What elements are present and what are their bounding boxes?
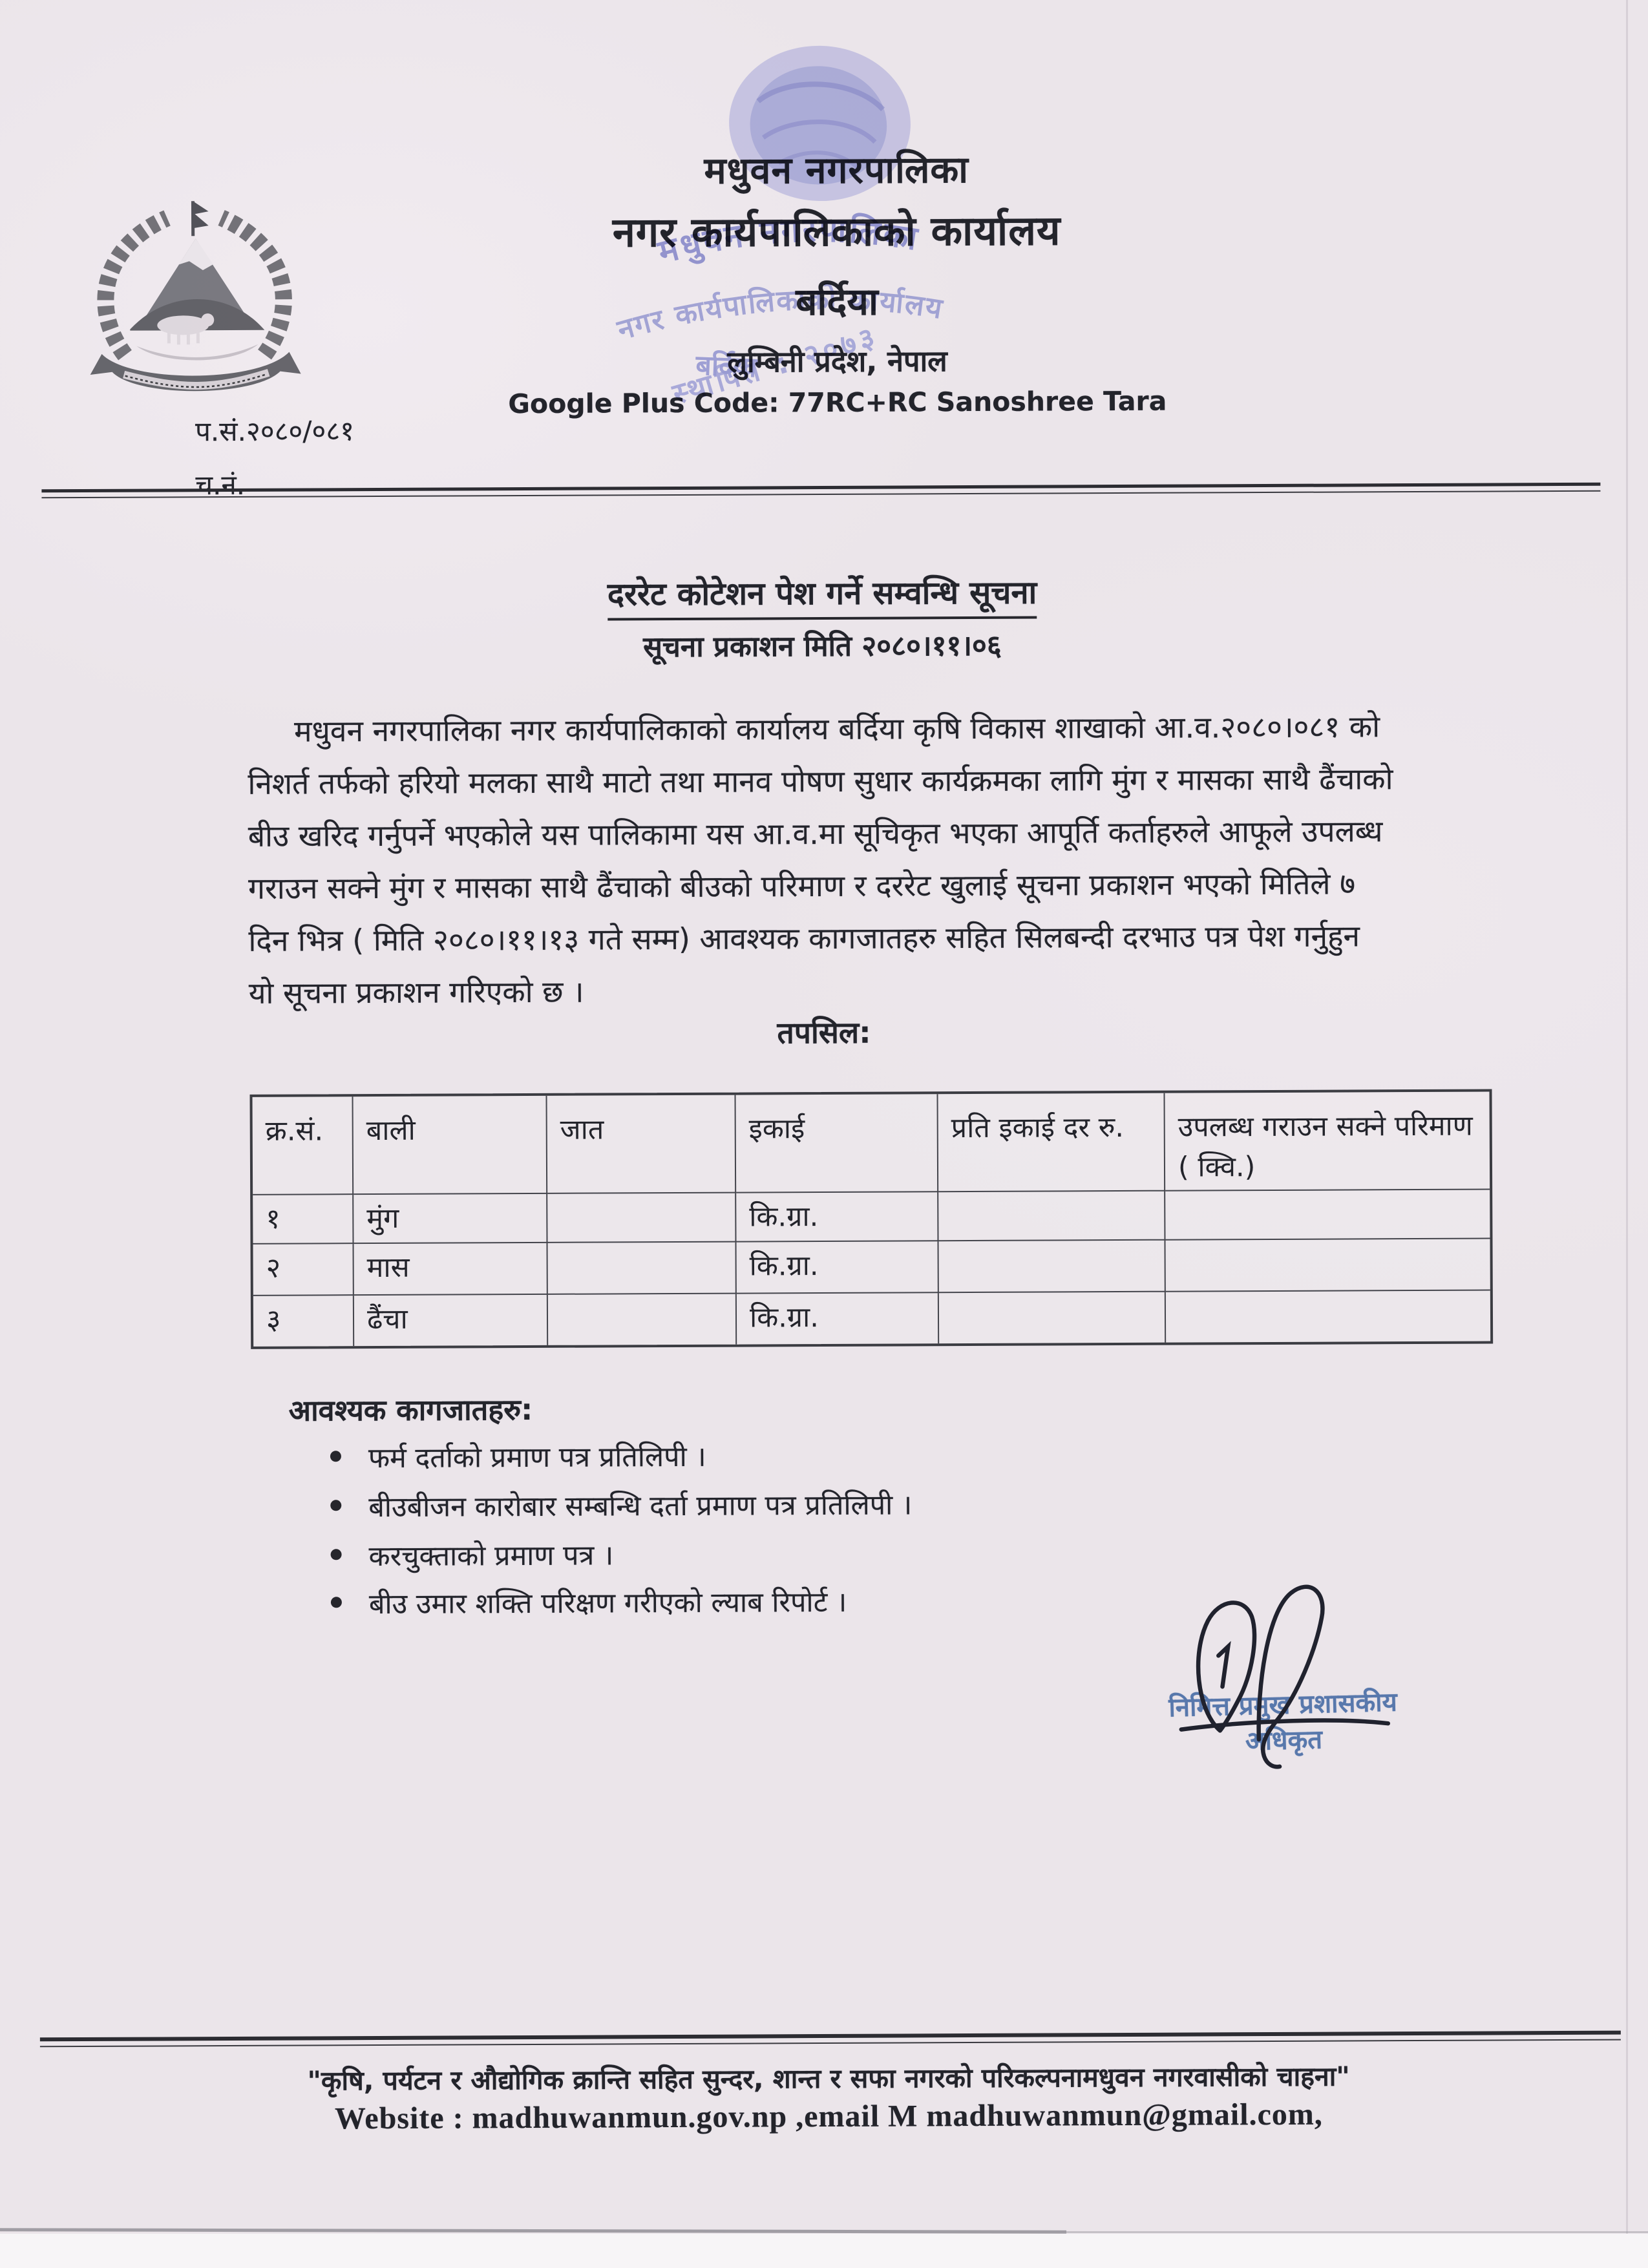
body-line: निशर्त तर्फको हरियो मलका साथै माटो तथा म… <box>248 761 1393 801</box>
list-item-text: बीउ उमार शक्ति परिक्षण गरीएको ल्याब रिपो… <box>368 1586 847 1621</box>
col-header-crop: बाली <box>353 1095 548 1195</box>
list-item-text: फर्म दर्ताको प्रमाण पत्र प्रतिलिपी । <box>368 1440 706 1475</box>
rate-quotation-table: क्र.सं. बाली जात इकाई प्रति इकाई दर रु. … <box>249 1089 1494 1349</box>
col-header-rate: प्रति इकाई दर रु. <box>938 1093 1166 1193</box>
svg-text:मधुवन नगरपालिका: मधुवन नगरपालिका <box>652 204 923 282</box>
body-line: दिन भित्र ( मिति २०८०।११।१३ गते सम्म) आव… <box>248 918 1360 958</box>
table-cell: ३ <box>253 1296 355 1347</box>
bullet-dot-icon <box>330 1451 341 1462</box>
office-round-stamp: मधुवन नगरपालिका नगर कार्यपालिकाको कार्या… <box>611 30 1000 432</box>
col-header-quantity: उपलब्ध गराउन सक्ने परिमाण ( क्वि.) <box>1165 1091 1490 1192</box>
table-cell <box>547 1294 737 1345</box>
table-cell: मुंग <box>354 1193 548 1244</box>
table-cell <box>938 1240 1166 1294</box>
footer-slogan: "कृषि, पर्यटन र औद्योगिक क्रान्ति सहित स… <box>307 2061 1350 2097</box>
table-cell: कि.ग्रा. <box>736 1293 940 1345</box>
scan-bottom-strip <box>0 2234 1648 2268</box>
bullet-dot-icon <box>330 1597 342 1608</box>
table-cell <box>938 1292 1167 1344</box>
table-cell <box>1165 1190 1490 1241</box>
scan-edge-bottom-faint <box>1066 2231 1648 2233</box>
nepal-emblem-logo <box>84 188 304 402</box>
signature-ink <box>1163 1573 1435 1774</box>
body-line: मधुवन नगरपालिका नगर कार्यपालिकाको कार्या… <box>293 709 1380 749</box>
col-header-variety: जात <box>547 1095 737 1194</box>
table-cell: मास <box>354 1243 548 1296</box>
nepal-emblem-icon <box>90 201 301 392</box>
table-cell: २ <box>253 1244 354 1296</box>
footer-divider-rule <box>39 2030 1621 2048</box>
col-header-unit: इकाई <box>735 1094 939 1193</box>
round-stamp-icon: मधुवन नगरपालिका नगर कार्यपालिकाको कार्या… <box>612 45 946 419</box>
body-line: बीउ खरिद गर्नुपर्ने भएकोले यस पालिकामा य… <box>248 814 1383 854</box>
table-cell: ढैंचा <box>354 1294 549 1347</box>
bullet-dot-icon <box>330 1500 342 1511</box>
table-cell <box>1166 1291 1490 1343</box>
notice-body: मधुवन नगरपालिका नगर कार्यपालिकाको कार्या… <box>248 705 1548 1025</box>
list-item: बीउबीजन कारोबार सम्बन्धि दर्ता प्रमाण पत… <box>330 1482 1429 1525</box>
table-cell: कि.ग्रा. <box>736 1241 939 1294</box>
svg-text:बर्दिया: बर्दिया <box>695 350 759 384</box>
notice-published-date: सूचना प्रकाशन मिति २०८०।११।०६ <box>643 629 1002 664</box>
tapasil-heading: तपसिल: <box>777 1014 871 1051</box>
table-cell: १ <box>253 1195 354 1244</box>
table-cell <box>547 1242 737 1295</box>
bullet-dot-icon <box>330 1549 342 1560</box>
body-line: गराउन सक्ने मुंग र मासका साथै ढैंचाको बी… <box>248 866 1356 906</box>
table-cell <box>547 1193 737 1243</box>
table-cell: कि.ग्रा. <box>736 1192 939 1243</box>
letter-number: प.सं.२०८०/०८१ <box>195 415 355 448</box>
list-item: करचुक्ताको प्रमाण पत्र । <box>330 1531 1429 1574</box>
list-item-text: बीउबीजन कारोबार सम्बन्धि दर्ता प्रमाण पत… <box>368 1489 913 1524</box>
list-item-text: करचुक्ताको प्रमाण पत्र । <box>368 1539 614 1573</box>
scan-edge-right <box>1626 0 1628 2268</box>
table-cell <box>1165 1239 1490 1292</box>
table-cell <box>938 1191 1166 1242</box>
list-item: फर्म दर्ताको प्रमाण पत्र प्रतिलिपी । <box>330 1433 1429 1476</box>
footer-contact-line: Website : madhuwanmun.gov.np ,email M ma… <box>334 2097 1323 2136</box>
notice-title: दररेट कोटेशन पेश गर्ने सम्वन्धि सूचना <box>0 567 1646 621</box>
handwritten-signature-icon <box>1179 1584 1391 1769</box>
col-header-serial: क्र.सं. <box>252 1097 354 1195</box>
required-documents-heading: आवश्यक कागजातहरु: <box>288 1392 533 1428</box>
